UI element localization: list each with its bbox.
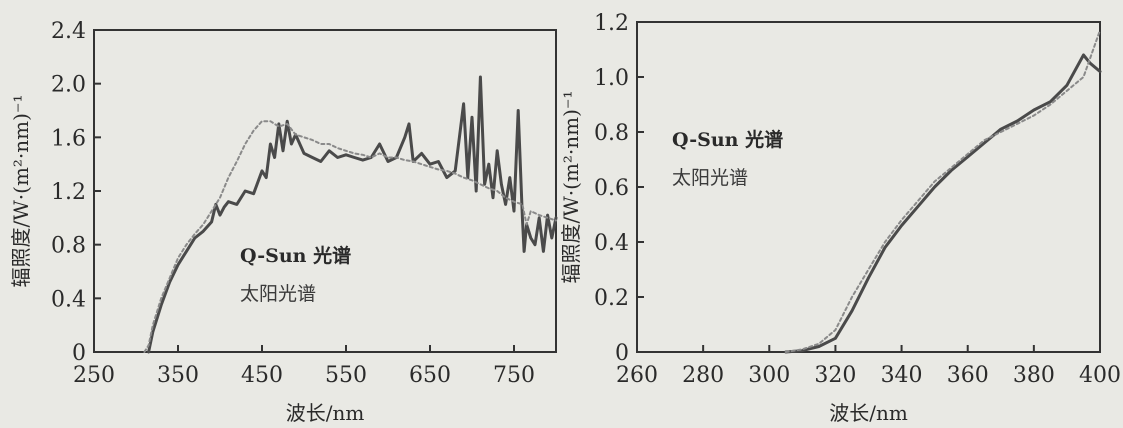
y-tick-label: 0.8 (51, 234, 86, 259)
x-tick-label: 320 (814, 363, 856, 388)
y-tick-label: 0 (72, 341, 86, 366)
y-tick-label: 0.4 (51, 287, 86, 312)
x-tick-label: 380 (1013, 363, 1055, 388)
x-tick-label: 280 (682, 363, 724, 388)
y-tick-label: 0.6 (594, 176, 629, 201)
legend-label-qsun: Q-Sun 光谱 (240, 244, 351, 267)
legend-label-solar: 太阳光谱 (672, 167, 748, 189)
x-tick-label: 450 (241, 363, 283, 388)
plot-frame (93, 29, 557, 353)
y-tick-label: 2.4 (51, 19, 86, 44)
y-axis-title: 辐照度/W·(m²·nm)⁻¹ (9, 94, 33, 287)
y-tick-label: 0 (615, 341, 629, 366)
x-tick-label: 250 (73, 363, 115, 388)
legend-label-solar: 太阳光谱 (240, 283, 316, 305)
series-line-solar (143, 120, 557, 353)
series-line-solar (784, 29, 1101, 353)
y-tick-label: 1.6 (51, 126, 86, 151)
series-line-qsun (784, 53, 1102, 354)
y-tick-label: 0.4 (594, 231, 629, 256)
y-tick-label: 0.2 (594, 286, 629, 311)
x-tick-label: 550 (325, 363, 367, 388)
y-tick-label: 1.0 (594, 66, 629, 91)
x-tick-label: 400 (1079, 363, 1121, 388)
x-tick-label: 340 (881, 363, 923, 388)
x-tick-label: 650 (409, 363, 451, 388)
x-tick-label: 360 (947, 363, 989, 388)
x-axis-title: 波长/nm (286, 401, 365, 425)
x-axis-title: 波长/nm (829, 401, 908, 425)
x-tick-label: 350 (157, 363, 199, 388)
series-line-qsun (147, 75, 558, 354)
x-tick-label: 300 (748, 363, 790, 388)
x-tick-label: 260 (616, 363, 658, 388)
y-tick-label: 2.0 (51, 73, 86, 98)
y-axis-title: 辐照度/W·(m²·nm)⁻¹ (559, 90, 583, 283)
y-tick-label: 1.2 (51, 180, 86, 205)
x-tick-label: 750 (493, 363, 535, 388)
y-tick-label: 0.8 (594, 121, 629, 146)
y-tick-label: 1.2 (594, 11, 629, 36)
legend-label-qsun: Q-Sun 光谱 (672, 128, 783, 151)
